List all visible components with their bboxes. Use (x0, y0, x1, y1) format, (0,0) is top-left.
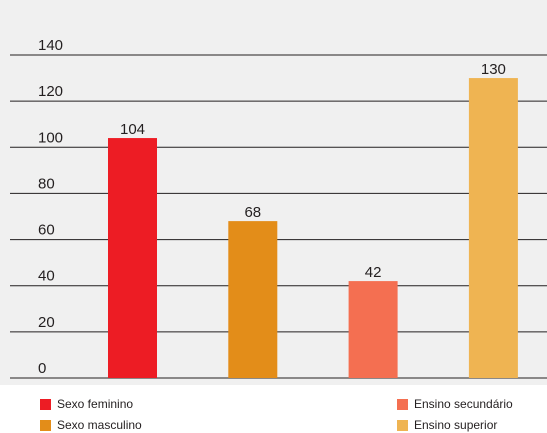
legend-swatch-sexo-feminino (40, 398, 51, 410)
legend-label-ensino-superior: Ensino superior (414, 418, 498, 432)
y-tick-label-80: 80 (38, 175, 55, 192)
y-tick-label-100: 100 (38, 129, 63, 146)
bar-chart: 0 20 40 60 80 100 120 140 104 68 42 130 (0, 0, 547, 385)
y-tick-labels: 0 20 40 60 80 100 120 140 (38, 37, 63, 377)
legend-swatch-sexo-masculino (40, 419, 51, 431)
bar-value-label-3: 42 (365, 264, 382, 281)
bars (108, 78, 518, 379)
y-tick-label-40: 40 (38, 268, 55, 285)
y-tick-label-120: 120 (38, 83, 63, 100)
gridlines (10, 54, 547, 379)
bar-value-label-1: 104 (120, 121, 145, 138)
bar-4[interactable] (468, 78, 518, 379)
legend-label-sexo-feminino: Sexo feminino (57, 397, 134, 411)
legend-swatch-ensino-secundario (397, 398, 408, 410)
y-tick-label-60: 60 (38, 222, 55, 239)
legend-item-sexo-feminino[interactable]: Sexo feminino (40, 397, 133, 411)
y-tick-label-0: 0 (38, 360, 46, 377)
legend-label-sexo-masculino: Sexo masculino (57, 418, 142, 432)
legend-label-ensino-secundario: Ensino secundário (414, 397, 513, 411)
legend-item-ensino-superior[interactable]: Ensino superior (397, 418, 497, 432)
bar-value-label-2: 68 (244, 204, 261, 221)
value-labels: 104 68 42 130 (120, 61, 506, 281)
bar-3[interactable] (348, 281, 398, 378)
bar-value-label-4: 130 (481, 61, 506, 78)
y-tick-label-140: 140 (38, 37, 63, 54)
bar-1[interactable] (108, 138, 157, 378)
legend-item-ensino-secundario[interactable]: Ensino secundário (397, 397, 513, 411)
legend-swatch-ensino-superior (397, 419, 408, 431)
legend-item-sexo-masculino[interactable]: Sexo masculino (40, 418, 142, 432)
bar-2[interactable] (228, 221, 278, 378)
y-tick-label-20: 20 (38, 314, 55, 331)
